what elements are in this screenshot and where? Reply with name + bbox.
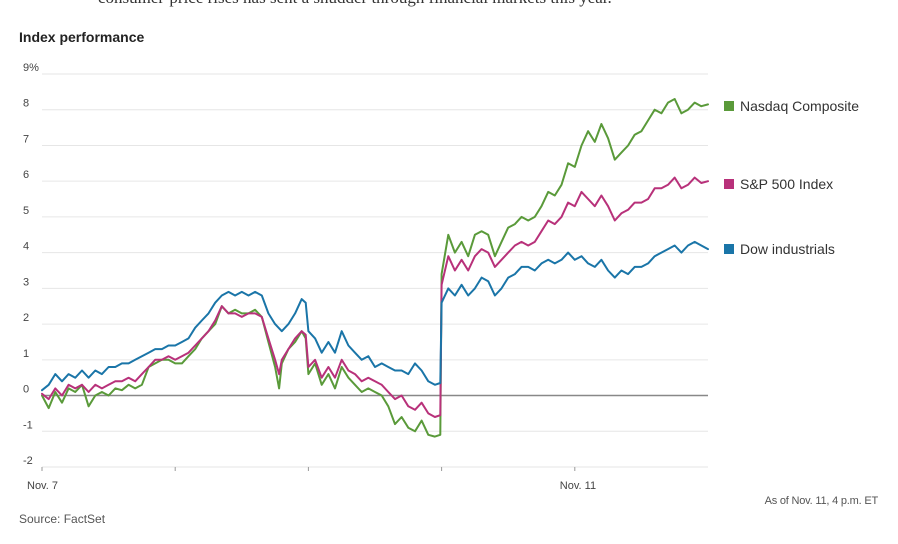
axes: -2 -1 0 1 2 3 4 5 6 7 8 9% Nov. 7 Nov. 11 — [23, 62, 596, 492]
source-note: Source: FactSet — [19, 512, 106, 526]
y-tick-label: 9% — [23, 62, 39, 74]
y-tick-label: 2 — [23, 312, 29, 324]
series-lines — [41, 98, 709, 438]
y-tick-label: -2 — [23, 455, 33, 467]
x-tick-label: Nov. 7 — [27, 480, 58, 492]
y-tick-label: 3 — [23, 276, 29, 288]
grid-lines — [42, 73, 708, 468]
series-line-nasdaq-composite — [41, 98, 709, 438]
as-of-timestamp: As of Nov. 11, 4 p.m. ET — [764, 495, 879, 507]
series-line-s-p-500-index — [41, 176, 709, 418]
y-tick-label: 1 — [23, 348, 29, 360]
y-tick-label: -1 — [23, 419, 33, 431]
series-line-dow-industrials — [41, 240, 709, 392]
legend: Nasdaq Composite S&P 500 Index Dow industr… — [724, 98, 859, 257]
x-tick-label: Nov. 11 — [560, 480, 596, 492]
legend-label-nasdaq-composite: Nasdaq Composite — [740, 98, 859, 114]
legend-label-dow-industrials: Dow industrials — [740, 241, 835, 257]
y-tick-label: 4 — [23, 241, 29, 253]
y-tick-label: 6 — [23, 169, 29, 181]
y-tick-label: 7 — [23, 133, 29, 145]
article-text-fragment: consumer-price rises has sent a shudder … — [98, 0, 612, 8]
chart-title: Index performance — [19, 29, 145, 45]
legend-swatch-nasdaq-composite — [724, 101, 734, 111]
legend-swatch-s-p-500-index — [724, 179, 734, 189]
legend-swatch-dow-industrials — [724, 244, 734, 254]
legend-label-s-p-500-index: S&P 500 Index — [740, 176, 833, 192]
y-tick-label: 8 — [23, 98, 29, 110]
y-tick-label: 5 — [23, 205, 29, 217]
y-tick-label: 0 — [23, 384, 29, 396]
